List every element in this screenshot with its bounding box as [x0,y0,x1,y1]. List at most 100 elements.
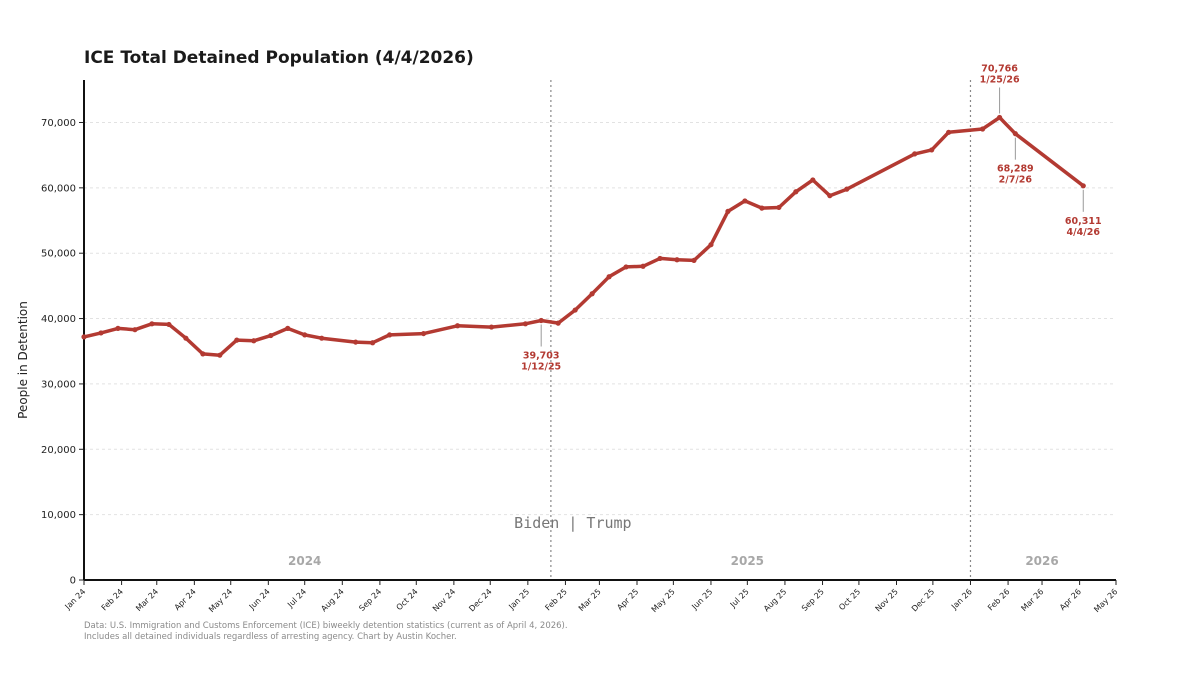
x-tick-label: Jul 24 [285,587,308,610]
y-tick-label: 40,000 [41,314,76,325]
annotation-date: 2/7/26 [999,175,1033,186]
data-point [946,129,952,135]
x-tick-label: Oct 25 [837,587,862,612]
y-tick-label: 70,000 [41,118,76,129]
data-point [302,332,308,338]
x-tick-label: May 25 [650,587,677,614]
data-point [132,327,138,333]
x-tick-label: Sep 24 [357,587,383,613]
data-point [996,114,1003,121]
data-point [488,324,495,330]
data-point [640,263,646,269]
x-tick-label: May 24 [207,587,234,614]
x-tick-label: Nov 25 [874,587,900,613]
y-tick-label: 20,000 [41,445,76,456]
y-tick-label: 50,000 [41,249,76,260]
data-point [234,337,240,343]
x-tick-label: May 26 [1092,587,1119,614]
x-tick-label: Jan 24 [63,587,88,612]
x-tick-label: Mar 24 [134,587,160,613]
source-line-1: Data: U.S. Immigration and Customs Enfor… [84,621,568,631]
x-tick-label: Mar 25 [577,587,603,613]
data-point [793,189,799,195]
data-point [370,340,376,346]
data-point [708,242,714,248]
x-tick-label: Apr 25 [615,587,640,612]
data-point [657,255,663,262]
data-point [606,274,612,280]
x-tick-label: Mar 26 [1019,587,1045,613]
data-point [183,335,189,341]
y-tick-label: 10,000 [41,510,76,521]
x-tick-label: Jun 25 [689,587,714,612]
x-tick-label: Oct 24 [395,587,420,612]
data-point [285,325,291,331]
source-line-2: Includes all detained individuals regard… [84,632,457,642]
data-point [555,320,561,326]
data-point [268,332,274,339]
source-note: Data: U.S. Immigration and Customs Enfor… [84,621,568,643]
data-point [454,323,461,329]
x-tick-label: Aug 24 [319,587,345,613]
data-point [759,205,765,211]
data-point [1080,183,1086,189]
x-tick-label: Aug 25 [762,587,788,613]
data-point [353,339,359,345]
data-point [844,186,850,192]
data-point [742,198,748,204]
annotation-date: 4/4/26 [1067,227,1101,238]
data-point [200,351,206,357]
data-point [420,330,427,337]
data-point [538,317,544,324]
year-label: 2026 [1025,554,1058,568]
year-label: 2025 [731,554,764,568]
x-tick-label: Jan 26 [949,587,974,612]
y-tick-label: 30,000 [41,379,76,390]
data-point [725,208,731,214]
year-label: 2024 [288,554,321,568]
annotation-value: 68,289 [997,164,1034,175]
annotation-date: 1/12/25 [521,362,561,373]
annotation-value: 39,703 [523,351,560,362]
data-point [674,257,680,263]
data-point [166,321,172,328]
data-point [929,147,935,153]
era-label: Biden | Trump [514,514,631,532]
x-tick-label: Feb 25 [543,587,568,612]
data-point [217,352,223,358]
data-point [776,204,782,211]
y-axis-label: People in Detention [16,301,30,419]
annotation-value: 60,311 [1065,216,1102,227]
data-point [589,291,595,297]
series-line [82,115,1086,357]
data-point [810,177,816,183]
x-tick-label: Dec 24 [467,587,493,613]
data-point [98,330,104,336]
x-tick-label: Dec 25 [910,587,936,613]
data-point [980,126,986,132]
data-point [827,193,833,199]
y-tick-label: 0 [70,576,76,587]
annotation-value: 70,766 [981,63,1018,74]
data-point [251,338,257,344]
x-tick-label: Apr 26 [1058,587,1083,612]
y-tick-label: 60,000 [41,183,76,194]
data-point [572,307,578,313]
x-tick-label: Feb 26 [986,587,1011,612]
chart-title: ICE Total Detained Population (4/4/2026) [84,48,474,68]
x-tick-label: Feb 24 [100,587,125,612]
x-tick-label: Jul 25 [728,587,751,610]
data-point [319,335,325,341]
x-tick-label: Jun 24 [247,587,272,612]
data-point [522,321,529,327]
data-point [623,264,629,270]
x-tick-label: Nov 24 [431,587,457,613]
data-point [81,334,87,340]
x-tick-label: Jan 25 [506,587,531,612]
data-point [691,257,697,263]
data-point [912,151,918,157]
data-point [386,332,393,338]
annotation-date: 1/25/26 [980,74,1020,85]
data-point [1012,131,1018,137]
